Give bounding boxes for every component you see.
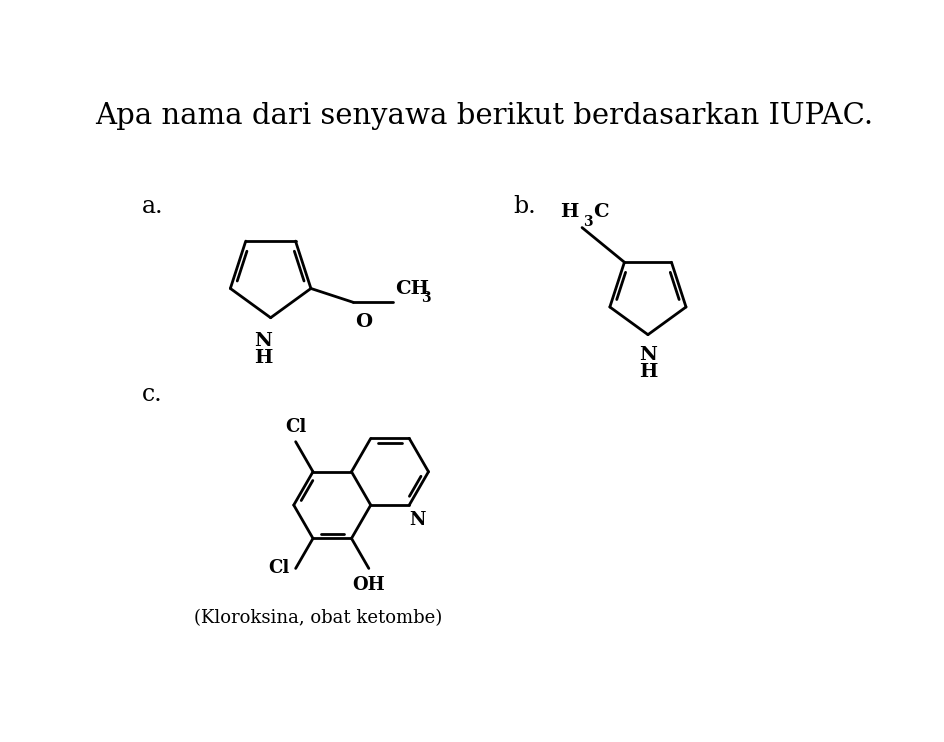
Text: O: O <box>355 313 372 331</box>
Text: CH: CH <box>395 280 429 298</box>
Text: OH: OH <box>352 576 385 594</box>
Text: N: N <box>254 332 272 349</box>
Text: C: C <box>592 203 608 221</box>
Text: c.: c. <box>142 383 162 406</box>
Text: Cl: Cl <box>285 418 306 436</box>
Text: a.: a. <box>142 194 163 217</box>
Text: N: N <box>638 347 656 364</box>
Text: (Kloroksina, obat ketombe): (Kloroksina, obat ketombe) <box>194 609 442 627</box>
Text: H: H <box>254 349 272 367</box>
Text: Apa nama dari senyawa berikut berdasarkan IUPAC.: Apa nama dari senyawa berikut berdasarka… <box>94 102 872 130</box>
Text: 3: 3 <box>421 292 430 306</box>
Text: 3: 3 <box>582 215 592 229</box>
Text: b.: b. <box>513 194 535 217</box>
Text: N: N <box>409 510 426 529</box>
Text: Cl: Cl <box>268 559 289 577</box>
Text: H: H <box>638 363 656 381</box>
Text: H: H <box>559 203 578 221</box>
